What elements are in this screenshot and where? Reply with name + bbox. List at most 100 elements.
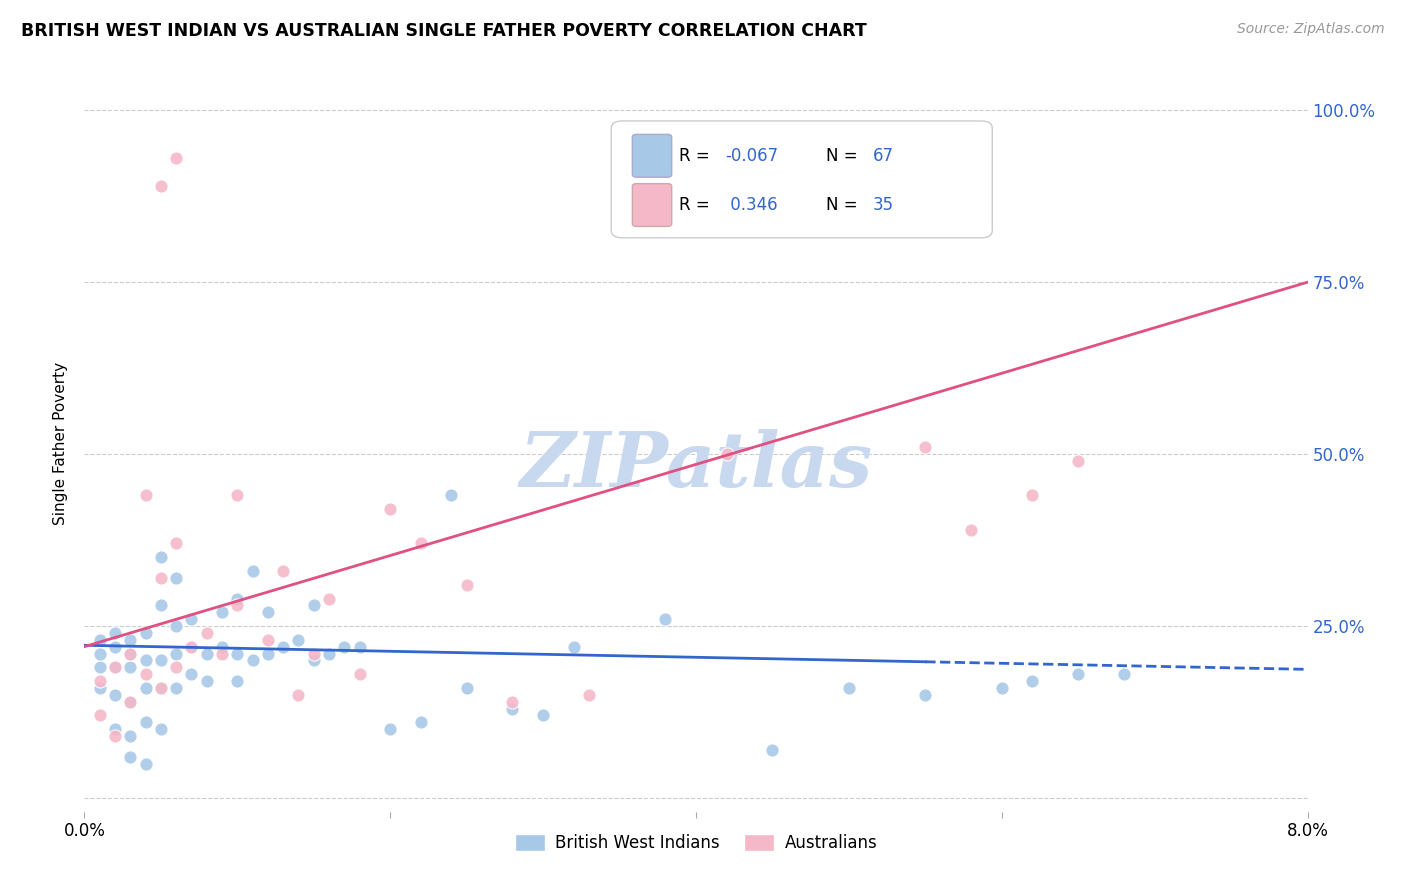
Point	[120, 729, 142, 743]
Point	[104, 626, 127, 640]
Point	[195, 626, 218, 640]
Point	[211, 640, 233, 654]
Point	[165, 681, 187, 695]
Point	[89, 708, 111, 723]
Point	[456, 578, 478, 592]
Point	[149, 571, 172, 585]
Point	[257, 647, 280, 661]
Point	[89, 647, 111, 661]
Point	[226, 488, 249, 502]
Point	[302, 599, 325, 613]
Point	[349, 667, 371, 681]
Point	[226, 591, 249, 606]
Point	[211, 647, 233, 661]
Point	[318, 591, 340, 606]
Text: 0.346: 0.346	[725, 196, 778, 214]
Text: R =: R =	[679, 147, 714, 165]
Point	[89, 674, 111, 689]
Point	[226, 599, 249, 613]
Text: ZIPatlas: ZIPatlas	[519, 429, 873, 503]
Point	[991, 681, 1014, 695]
Point	[180, 667, 202, 681]
Point	[165, 536, 187, 550]
Point	[165, 152, 187, 166]
Point	[149, 681, 172, 695]
Point	[195, 674, 218, 689]
Point	[242, 653, 264, 667]
Point	[135, 756, 157, 771]
Point	[135, 667, 157, 681]
Point	[654, 612, 676, 626]
Point	[1067, 454, 1090, 468]
Text: BRITISH WEST INDIAN VS AUSTRALIAN SINGLE FATHER POVERTY CORRELATION CHART: BRITISH WEST INDIAN VS AUSTRALIAN SINGLE…	[21, 22, 868, 40]
Point	[89, 681, 111, 695]
Point	[838, 681, 860, 695]
Point	[180, 612, 202, 626]
Point	[165, 647, 187, 661]
Point	[135, 653, 157, 667]
Point	[120, 749, 142, 764]
Legend: British West Indians, Australians: British West Indians, Australians	[508, 827, 884, 859]
Point	[135, 488, 157, 502]
Point	[89, 660, 111, 674]
Point	[578, 688, 600, 702]
Point	[104, 722, 127, 736]
Point	[135, 681, 157, 695]
Point	[211, 605, 233, 619]
Point	[531, 708, 554, 723]
Point	[502, 695, 524, 709]
Point	[271, 564, 294, 578]
Text: 35: 35	[873, 196, 894, 214]
Point	[409, 715, 432, 730]
Text: Source: ZipAtlas.com: Source: ZipAtlas.com	[1237, 22, 1385, 37]
Point	[120, 647, 142, 661]
Point	[226, 674, 249, 689]
Point	[165, 619, 187, 633]
Point	[149, 550, 172, 565]
Point	[195, 647, 218, 661]
Point	[135, 626, 157, 640]
Point	[104, 660, 127, 674]
Point	[1114, 667, 1136, 681]
Point	[257, 632, 280, 647]
Point	[333, 640, 356, 654]
Point	[440, 488, 463, 502]
Point	[1067, 667, 1090, 681]
Point	[562, 640, 585, 654]
Point	[380, 502, 402, 516]
Point	[456, 681, 478, 695]
Point	[89, 632, 111, 647]
Point	[104, 660, 127, 674]
Point	[318, 647, 340, 661]
Point	[716, 447, 738, 461]
Point	[761, 743, 783, 757]
Text: -0.067: -0.067	[725, 147, 779, 165]
Point	[302, 653, 325, 667]
Point	[180, 640, 202, 654]
Point	[104, 688, 127, 702]
Point	[1021, 488, 1043, 502]
Point	[120, 695, 142, 709]
Point	[180, 640, 202, 654]
Point	[914, 688, 936, 702]
Point	[149, 681, 172, 695]
Point	[502, 701, 524, 715]
Point	[149, 722, 172, 736]
Point	[409, 536, 432, 550]
Point	[287, 688, 309, 702]
Y-axis label: Single Father Poverty: Single Father Poverty	[53, 362, 69, 525]
Point	[149, 599, 172, 613]
Point	[149, 653, 172, 667]
Point	[226, 647, 249, 661]
Text: N =: N =	[827, 147, 863, 165]
Point	[104, 640, 127, 654]
Point	[165, 660, 187, 674]
Point	[914, 440, 936, 454]
Point	[120, 647, 142, 661]
Point	[149, 178, 172, 193]
Point	[287, 632, 309, 647]
Point	[135, 715, 157, 730]
Point	[104, 729, 127, 743]
Text: R =: R =	[679, 196, 714, 214]
Point	[257, 605, 280, 619]
